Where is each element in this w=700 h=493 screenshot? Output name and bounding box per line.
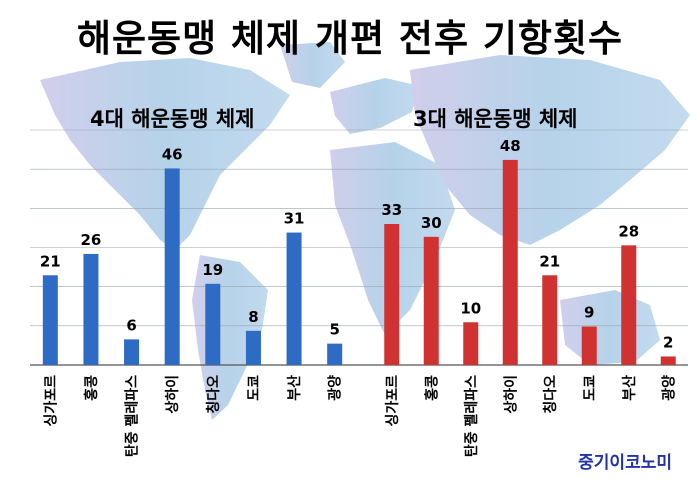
right-data-label: 10 (460, 299, 481, 317)
left-category-label: 탄중 펠레파스 (124, 375, 141, 457)
right-category-label: 광양 (660, 375, 677, 401)
left-bar (124, 339, 140, 365)
map-greenland (280, 42, 345, 88)
left-category-label: 상하이 (164, 375, 181, 414)
right-bar (542, 275, 558, 365)
left-data-label: 31 (284, 210, 305, 228)
right-category-label: 상하이 (502, 375, 519, 414)
left-bar (286, 232, 302, 365)
right-category-label: 싱가포르 (385, 375, 401, 427)
left-data-label: 26 (81, 231, 102, 249)
left-bar (83, 253, 99, 365)
right-data-label: 33 (381, 201, 402, 219)
right-data-label: 48 (500, 137, 521, 155)
right-bar (660, 356, 676, 365)
right-bar (502, 159, 518, 365)
left-bar (245, 330, 261, 365)
left-chart-title: 4대 해운동맹 체제 (90, 107, 255, 131)
right-bar (384, 224, 400, 365)
right-data-label: 9 (584, 304, 594, 322)
left-data-label: 46 (162, 145, 183, 163)
main-title: 해운동맹 체제 개편 전후 기항횟수 (76, 17, 624, 60)
left-data-label: 8 (248, 308, 258, 326)
map-europe (330, 78, 420, 134)
left-category-label: 부산 (286, 375, 303, 401)
right-category-label: 탄중 펠레파스 (463, 375, 480, 457)
right-category-label: 칭다오 (543, 375, 559, 414)
left-bar (42, 275, 58, 365)
right-bar (423, 236, 439, 365)
left-data-label: 5 (329, 321, 339, 339)
right-bar (621, 245, 637, 365)
right-bar (581, 326, 597, 365)
right-category-label: 부산 (621, 375, 638, 401)
right-data-label: 28 (618, 222, 639, 240)
map-north-america (40, 58, 290, 250)
left-category-label: 도쿄 (246, 375, 262, 401)
left-category-label: 광양 (327, 375, 344, 401)
left-category-label: 싱가포르 (43, 375, 59, 427)
map-asia (410, 55, 690, 245)
right-bar (463, 322, 479, 365)
source-label: 중기이코노미 (578, 453, 672, 473)
right-chart-title: 3대 해운동맹 체제 (413, 107, 578, 131)
right-data-label: 21 (539, 252, 560, 270)
left-bar (327, 343, 343, 365)
right-category-label: 도쿄 (582, 375, 598, 401)
right-category-label: 홍콩 (423, 375, 440, 401)
right-data-label: 2 (663, 333, 673, 351)
left-data-label: 21 (40, 252, 61, 270)
left-category-label: 칭다오 (206, 375, 222, 414)
left-data-label: 6 (126, 316, 136, 334)
left-category-label: 홍콩 (83, 375, 100, 401)
left-bar (205, 283, 221, 365)
left-bar (164, 168, 180, 365)
right-data-label: 30 (421, 214, 442, 232)
left-data-label: 19 (202, 261, 223, 279)
